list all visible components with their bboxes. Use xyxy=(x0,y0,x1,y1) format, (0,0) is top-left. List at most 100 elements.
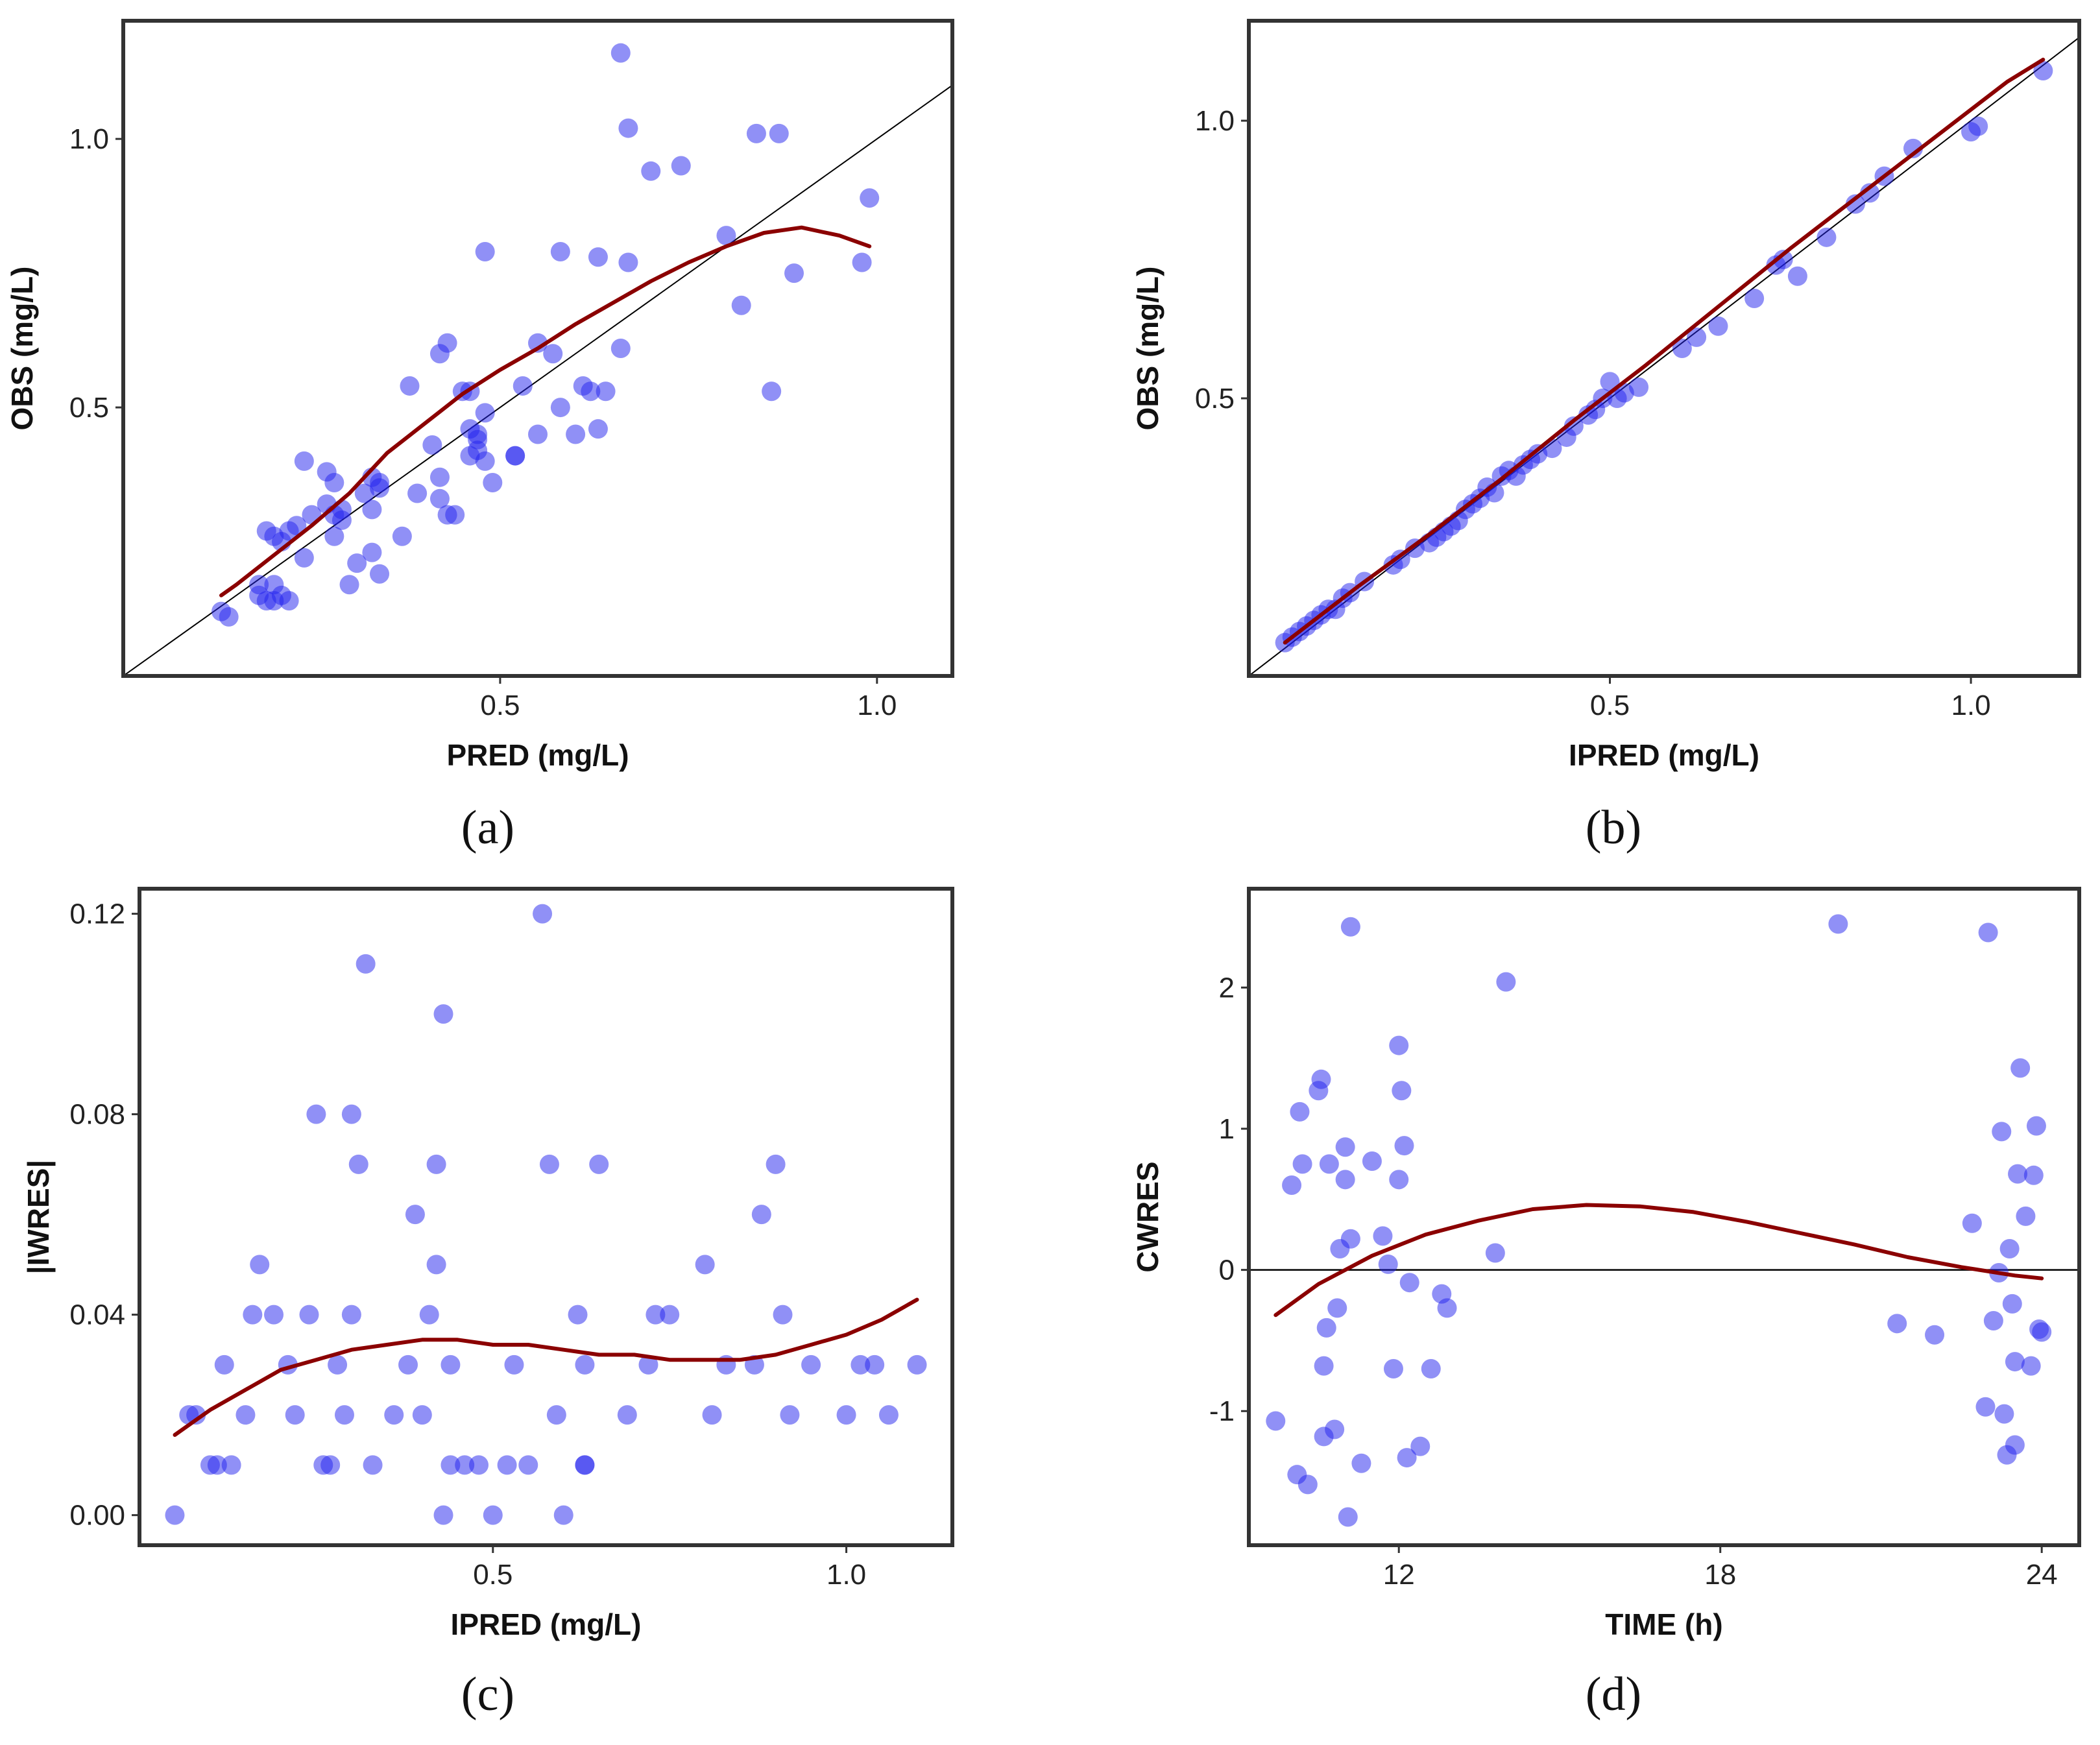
data-point-a xyxy=(370,472,390,492)
data-point-c xyxy=(341,1305,361,1325)
y-tick-label-b: 0.5 xyxy=(1195,383,1235,415)
y-tick-label-c: 0.12 xyxy=(69,898,125,930)
data-point-c xyxy=(497,1455,517,1475)
data-point-d xyxy=(1340,1229,1360,1249)
y-tick-label-a: 0.5 xyxy=(69,392,109,424)
data-point-d xyxy=(1992,1122,2012,1142)
data-point-c xyxy=(533,904,553,924)
data-point-b xyxy=(1629,377,1649,397)
panel-b: 0.5 1.0 0.5 1.0 IPRED (mg/L) OBS (mg/L) (b) xyxy=(1131,19,2081,854)
data-point-d xyxy=(1338,1507,1358,1527)
data-point-c xyxy=(638,1354,658,1375)
data-point-d xyxy=(2026,1116,2046,1136)
data-point-d xyxy=(1410,1436,1430,1456)
plot-area-a xyxy=(123,43,952,676)
data-point-c xyxy=(363,1455,383,1475)
data-point-d xyxy=(1975,1397,1996,1417)
data-point-a xyxy=(362,542,382,562)
data-point-a xyxy=(429,488,450,509)
data-point-a xyxy=(429,467,450,487)
data-point-a xyxy=(566,424,586,444)
y-axis-title-d: CWRES xyxy=(1131,1161,1165,1272)
data-point-a xyxy=(731,295,751,315)
data-point-d xyxy=(1828,914,1848,934)
data-point-a xyxy=(407,483,428,503)
data-point-c xyxy=(419,1305,439,1325)
data-point-a xyxy=(581,381,601,402)
y-tick-label-d: 0 xyxy=(1219,1255,1235,1286)
data-point-c xyxy=(207,1455,227,1475)
x-tick-label-d: 24 xyxy=(2026,1559,2058,1591)
data-point-c xyxy=(518,1455,538,1475)
data-point-a xyxy=(860,188,880,208)
data-point-a xyxy=(769,123,789,143)
data-point-a xyxy=(324,526,344,546)
data-point-a xyxy=(475,241,495,261)
data-point-c xyxy=(348,1154,368,1174)
data-point-d xyxy=(1887,1314,1907,1334)
data-point-d xyxy=(1421,1358,1441,1378)
data-point-c xyxy=(243,1305,263,1325)
data-point-c xyxy=(546,1405,566,1425)
data-point-a xyxy=(279,591,299,611)
identity-line-a xyxy=(123,84,952,676)
x-axis-title-d: TIME (h) xyxy=(1605,1607,1722,1641)
data-point-a xyxy=(354,483,374,503)
data-point-a xyxy=(746,123,766,143)
data-point-a xyxy=(528,333,548,353)
data-point-d xyxy=(2005,1435,2025,1455)
data-point-a xyxy=(324,472,344,492)
data-point-c xyxy=(539,1154,559,1174)
data-point-a xyxy=(671,156,691,176)
data-point-d xyxy=(1925,1325,1945,1345)
data-point-a xyxy=(475,403,495,423)
plot-area-d xyxy=(1249,914,2079,1527)
data-point-d xyxy=(2021,1356,2041,1376)
data-point-d xyxy=(2032,1322,2052,1342)
data-point-d xyxy=(1962,1213,1982,1233)
data-point-a xyxy=(294,548,314,568)
data-point-b xyxy=(1773,250,1793,270)
data-point-c xyxy=(405,1205,425,1225)
data-point-c xyxy=(568,1305,588,1325)
x-tick-label-a: 0.5 xyxy=(480,690,520,721)
data-point-c xyxy=(441,1455,461,1475)
data-point-a xyxy=(550,241,570,261)
data-point-d xyxy=(1311,1069,1331,1089)
x-axis-title-a: PRED (mg/L) xyxy=(446,738,629,772)
data-point-a xyxy=(610,339,631,358)
data-point-b xyxy=(1563,416,1584,436)
data-point-c xyxy=(589,1154,609,1174)
data-point-c xyxy=(186,1405,206,1425)
data-point-a xyxy=(618,252,638,272)
data-point-c xyxy=(412,1405,432,1425)
data-point-c xyxy=(285,1405,305,1425)
data-point-d xyxy=(1290,1101,1310,1122)
data-point-c xyxy=(801,1354,821,1375)
data-point-a xyxy=(716,226,736,246)
x-axis-title-b: IPRED (mg/L) xyxy=(1569,738,1759,772)
data-point-a xyxy=(475,451,495,471)
data-point-b xyxy=(1816,227,1837,247)
data-point-d xyxy=(1496,972,1516,992)
data-point-a xyxy=(588,247,608,267)
data-point-d xyxy=(2016,1206,2036,1226)
x-tick-label-d: 18 xyxy=(1704,1559,1736,1591)
data-point-d xyxy=(1978,922,1998,943)
data-point-d xyxy=(1394,1136,1414,1156)
smooth-curve-d xyxy=(1273,1203,2044,1318)
data-point-b xyxy=(1687,327,1707,347)
x-tick-label-d: 12 xyxy=(1383,1559,1415,1591)
data-point-c xyxy=(214,1354,234,1375)
plot-area-b xyxy=(1249,36,2079,676)
data-point-d xyxy=(1389,1035,1409,1055)
data-point-c xyxy=(426,1154,446,1174)
data-point-c xyxy=(483,1505,503,1525)
data-point-d xyxy=(1362,1151,1382,1172)
data-point-a xyxy=(437,333,457,353)
data-point-a xyxy=(332,499,352,520)
data-point-a xyxy=(422,435,442,455)
data-point-d xyxy=(1292,1154,1312,1174)
data-point-d xyxy=(1399,1273,1419,1293)
data-point-c xyxy=(773,1305,793,1325)
